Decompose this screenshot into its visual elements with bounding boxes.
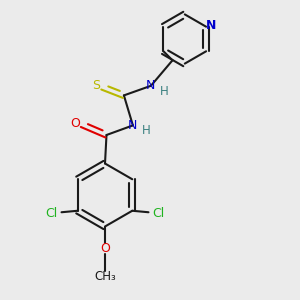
Text: O: O	[100, 242, 110, 255]
Text: N: N	[206, 19, 217, 32]
Text: H: H	[160, 85, 169, 98]
Text: N: N	[128, 119, 138, 132]
Text: H: H	[142, 124, 151, 137]
Text: CH₃: CH₃	[94, 270, 116, 283]
Text: S: S	[92, 79, 100, 92]
Text: Cl: Cl	[46, 207, 58, 220]
Text: N: N	[146, 79, 156, 92]
Text: Cl: Cl	[152, 207, 164, 220]
Text: O: O	[70, 116, 80, 130]
